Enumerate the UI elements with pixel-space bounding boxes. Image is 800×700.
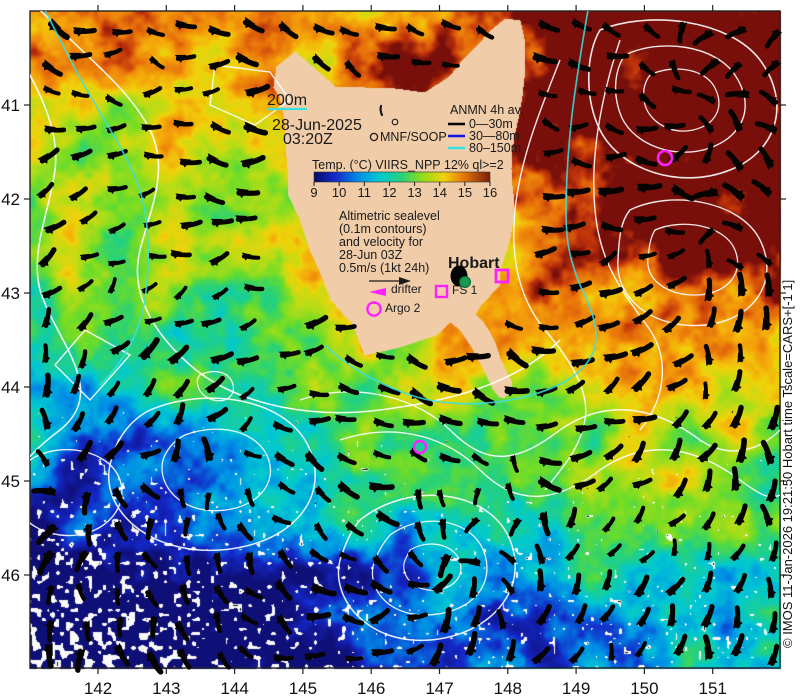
svg-text:13: 13 bbox=[407, 185, 421, 200]
svg-text:03:20Z: 03:20Z bbox=[283, 131, 333, 148]
svg-text:41: 41 bbox=[1, 96, 20, 115]
svg-text:146: 146 bbox=[357, 679, 385, 698]
svg-text:0.5m/s (1kt 24h): 0.5m/s (1kt 24h) bbox=[339, 261, 429, 275]
svg-text:200m: 200m bbox=[267, 92, 307, 109]
svg-text:drifter: drifter bbox=[391, 282, 422, 296]
svg-text:16: 16 bbox=[483, 185, 497, 200]
svg-text:(0.1m contours): (0.1m contours) bbox=[339, 222, 427, 236]
svg-text:147: 147 bbox=[425, 679, 453, 698]
svg-text:© IMOS 11-Jan-2026 19:21:50 Ho: © IMOS 11-Jan-2026 19:21:50 Hobart time … bbox=[780, 280, 795, 648]
svg-text:43: 43 bbox=[1, 284, 20, 303]
svg-text:MNF/SOOP: MNF/SOOP bbox=[380, 130, 447, 144]
svg-text:143: 143 bbox=[152, 679, 180, 698]
svg-text:and velocity for: and velocity for bbox=[339, 235, 423, 249]
svg-text:150: 150 bbox=[630, 679, 658, 698]
svg-text:9: 9 bbox=[310, 185, 317, 200]
svg-text:45: 45 bbox=[1, 472, 20, 491]
svg-text:10: 10 bbox=[332, 185, 346, 200]
svg-text:11: 11 bbox=[358, 185, 372, 200]
svg-text:151: 151 bbox=[699, 679, 727, 698]
svg-text:145: 145 bbox=[289, 679, 317, 698]
svg-text:149: 149 bbox=[562, 679, 590, 698]
svg-text:28-Jun 03Z: 28-Jun 03Z bbox=[339, 248, 403, 262]
svg-text:148: 148 bbox=[494, 679, 522, 698]
svg-text:ANMN 4h av.: ANMN 4h av. bbox=[450, 103, 523, 117]
svg-text:15: 15 bbox=[458, 185, 472, 200]
svg-text:14: 14 bbox=[432, 185, 446, 200]
svg-text:Altimetric sealevel: Altimetric sealevel bbox=[339, 209, 440, 223]
svg-text:46: 46 bbox=[1, 566, 20, 585]
svg-text:Argo 2: Argo 2 bbox=[385, 301, 421, 315]
svg-text:12: 12 bbox=[382, 185, 396, 200]
svg-text:142: 142 bbox=[84, 679, 112, 698]
svg-text:42: 42 bbox=[1, 190, 20, 209]
svg-text:Temp. (°C) VIIRS_NPP 12% ql>=2: Temp. (°C) VIIRS_NPP 12% ql>=2 bbox=[312, 158, 504, 172]
svg-text:44: 44 bbox=[1, 378, 20, 397]
svg-text:144: 144 bbox=[220, 679, 248, 698]
svg-text:80–150m: 80–150m bbox=[469, 141, 521, 155]
